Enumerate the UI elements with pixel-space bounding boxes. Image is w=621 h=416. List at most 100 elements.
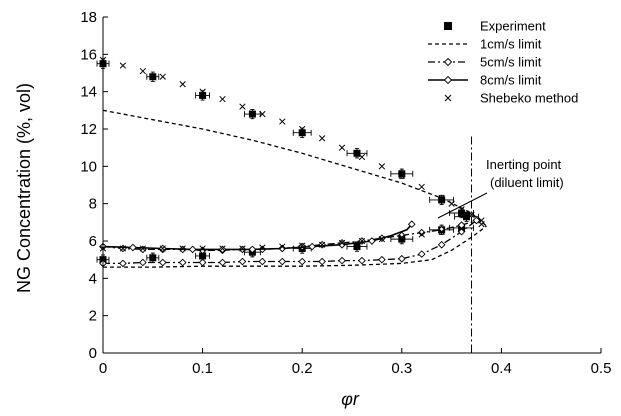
series-5cm-point — [358, 256, 366, 265]
y-tick-label: 8 — [89, 196, 97, 213]
plot-marks — [96, 56, 487, 353]
series-5cm-point — [378, 255, 386, 264]
x-tick-label: 0.5 — [591, 360, 612, 377]
x-tick-label: 0.3 — [391, 360, 412, 377]
x-tick-label: 0 — [99, 360, 107, 377]
series-shebeko-point — [199, 88, 206, 95]
series-5cm-point — [417, 250, 426, 258]
x-tick-label: 0.2 — [292, 360, 313, 377]
series-shebeko-point — [259, 244, 266, 251]
series-shebeko-point — [219, 245, 226, 252]
series-5cm-point — [397, 231, 406, 240]
series-8cm-point — [368, 237, 376, 245]
y-tick-label: 6 — [89, 233, 97, 250]
series-shebeko-point — [468, 211, 475, 219]
y-tick-label: 12 — [80, 121, 97, 138]
series-shebeko-point — [199, 245, 206, 252]
experiment-point — [353, 149, 361, 157]
series-shebeko-point — [378, 235, 386, 243]
series-shebeko-point — [438, 194, 445, 202]
series-shebeko-point — [418, 183, 425, 191]
series-8cm-point — [278, 244, 287, 253]
series-shebeko-point — [239, 103, 246, 110]
legend-diamond-marker — [443, 57, 453, 67]
series-8cm-point — [188, 245, 197, 254]
series-5cm-point — [218, 258, 227, 267]
annotation-arrow — [437, 192, 488, 219]
experiment-point — [149, 73, 157, 81]
legend-label: Shebeko method — [480, 91, 578, 106]
series-shebeko-point — [139, 245, 146, 252]
series-shebeko-point — [279, 243, 286, 250]
series-5cm-point — [278, 257, 287, 266]
legend-diamond-marker — [443, 75, 453, 85]
experiment-point — [458, 209, 466, 217]
series-shebeko-point — [159, 245, 166, 252]
series-5cm-point — [198, 258, 207, 267]
y-tick-label: 14 — [80, 84, 97, 101]
series-shebeko-point — [438, 228, 445, 235]
legend: Experiment 1cm/s limit 5cm/s limit 8cm/s li… — [428, 19, 578, 106]
series-5cm-point — [178, 258, 187, 267]
x-tick-label: 0.1 — [192, 360, 213, 377]
series-shebeko-point — [378, 163, 386, 170]
series-5cm-point — [238, 257, 247, 266]
series-shebeko-point — [299, 242, 306, 249]
annotation-diluent-limit: (diluent limit) — [490, 175, 564, 190]
legend-label: 1cm/s limit — [480, 37, 542, 52]
series-shebeko-point — [259, 110, 266, 118]
series-8cm-point — [407, 220, 416, 229]
annotation-inerting-point: Inerting point — [486, 157, 562, 172]
series-5cm-point — [119, 259, 127, 268]
experiment-point — [438, 196, 446, 204]
series-shebeko-point — [139, 67, 146, 75]
y-tick-label: 16 — [80, 46, 97, 63]
experiment-point — [149, 254, 157, 262]
series-shebeko-point — [418, 231, 425, 238]
series-5cm-point — [397, 254, 406, 263]
series-8cm-point — [338, 240, 346, 249]
experiment-point — [463, 213, 471, 221]
series-shebeko-point — [179, 81, 186, 88]
series-shebeko-point — [119, 245, 127, 252]
series-shebeko-point — [338, 144, 346, 151]
legend-x-marker — [444, 94, 452, 102]
series-shebeko-point — [358, 153, 366, 161]
series-shebeko-point — [279, 118, 286, 125]
series-shebeko-point — [119, 62, 127, 69]
series-8cm-point — [308, 242, 316, 251]
series-8cm-line — [102, 223, 413, 251]
y-tick-label: 18 — [80, 9, 97, 26]
series-shebeko-point — [358, 237, 366, 245]
experiment-point — [199, 91, 207, 99]
series-1cm-upper-line — [102, 109, 487, 227]
experiment-point — [353, 243, 361, 251]
series-shebeko-point — [448, 200, 455, 207]
series-8cm-point — [218, 245, 227, 254]
series-shebeko-point — [478, 221, 485, 228]
series-shebeko-point — [318, 241, 326, 248]
legend-item: 5cm/s limit — [428, 55, 542, 70]
y-tick-label: 0 — [89, 345, 97, 362]
experiment-point — [298, 129, 306, 137]
axes: 0 0.1 0.2 0.3 0.4 0.5 0 2 4 6 8 10 12 14 16 18 — [80, 9, 611, 377]
legend-item: 1cm/s limit — [428, 37, 542, 52]
y-tick-label: 10 — [80, 158, 97, 175]
series-shebeko-point — [299, 125, 306, 133]
y-tick-label: 4 — [89, 270, 97, 287]
experiment-point — [199, 252, 207, 260]
series-5cm-point — [338, 256, 346, 265]
series-shebeko-point — [398, 172, 405, 179]
series-5cm-point — [437, 225, 446, 234]
series-shebeko-point — [458, 225, 465, 233]
series-shebeko-point — [219, 95, 226, 103]
series-shebeko-point — [159, 73, 166, 80]
series-8cm-point — [248, 245, 257, 254]
series-5cm-point — [258, 257, 267, 266]
series-shebeko-point — [398, 234, 405, 241]
y-tick-label: 2 — [89, 308, 97, 325]
series-5cm-point — [437, 240, 446, 249]
x-tick-label: 0.4 — [491, 360, 512, 377]
series-shebeko-point — [338, 239, 346, 247]
series-5cm-point — [318, 257, 326, 266]
